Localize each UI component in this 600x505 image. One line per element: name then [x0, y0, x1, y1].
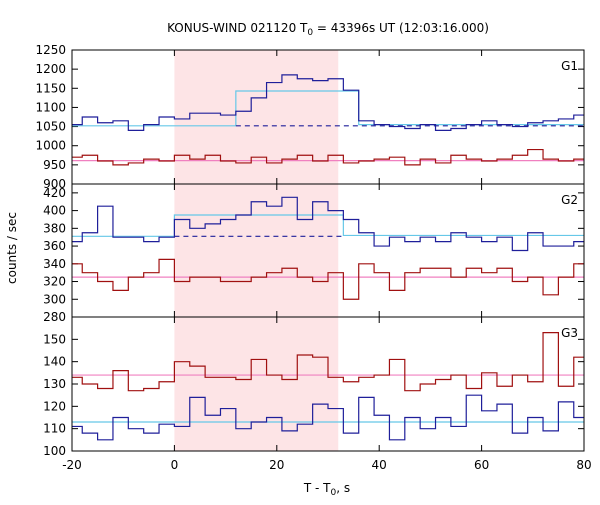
x-tick-label: 40: [372, 458, 387, 472]
x-tick-label: -20: [62, 458, 82, 472]
panel-g3-lightcurve-blue: [72, 394, 584, 441]
panel-g3-label: G3: [561, 326, 578, 340]
panel-g3-y-tick-label: 150: [43, 332, 66, 346]
panel-g2-label: G2: [561, 193, 578, 207]
x-tick-label: 60: [474, 458, 489, 472]
panel-g1-y-tick-label: 1050: [35, 120, 66, 134]
panel-g3-frame: [71, 316, 585, 452]
panel-g2-y-tick-label: 420: [43, 186, 66, 200]
panel-g1-y-tick-label: 1200: [35, 62, 66, 76]
panel-g2-y-tick-label: 400: [43, 204, 66, 218]
panel-g1-y-tick-label: 1250: [35, 43, 66, 57]
panel-g1-lightcurve-blue: [72, 74, 584, 131]
panel-g2-y-tick-label: 280: [43, 310, 66, 324]
chart-title: KONUS-WIND 021120 T0 = 43396s UT (12:03:…: [167, 21, 489, 38]
panel-g3-y-tick-label: 120: [43, 399, 66, 413]
panel-g3-lightcurve-red: [72, 332, 584, 392]
panel-g1-y-tick-label: 900: [43, 177, 66, 191]
panel-g3-y-tick-label: 100: [43, 444, 66, 458]
panel-g1-label: G1: [561, 59, 578, 73]
panel-g1-y-tick-label: 1150: [35, 81, 66, 95]
panel-g2-y-tick-label: 360: [43, 239, 66, 253]
panel-g1-y-tick-label: 950: [43, 158, 66, 172]
y-axis-label: counts / sec: [5, 212, 19, 284]
panel-g1-y-tick-label: 1100: [35, 100, 66, 114]
x-tick-label: 20: [269, 458, 284, 472]
panel-g2-y-tick-label: 340: [43, 257, 66, 271]
panel-g2-lightcurve-red: [72, 258, 584, 300]
panel-g3-y-tick-label: 110: [43, 422, 66, 436]
panel-g3-y-tick-label: 140: [43, 355, 66, 369]
panel-g2-y-tick-label: 380: [43, 221, 66, 235]
panel-g2-lightcurve-blue: [72, 196, 584, 252]
burst-interval-shade: [174, 50, 339, 451]
x-axis-label: T - T0, s: [303, 481, 350, 498]
panel-g2-fit-0: [72, 214, 584, 237]
x-tick-label: 80: [576, 458, 591, 472]
x-tick-label: 0: [171, 458, 179, 472]
panel-g1-y-tick-label: 1000: [35, 139, 66, 153]
panel-g2-y-tick-label: 320: [43, 275, 66, 289]
panel-g3-y-tick-label: 130: [43, 377, 66, 391]
panel-g1-lightcurve-red: [72, 148, 584, 166]
panel-g2-y-tick-label: 300: [43, 292, 66, 306]
